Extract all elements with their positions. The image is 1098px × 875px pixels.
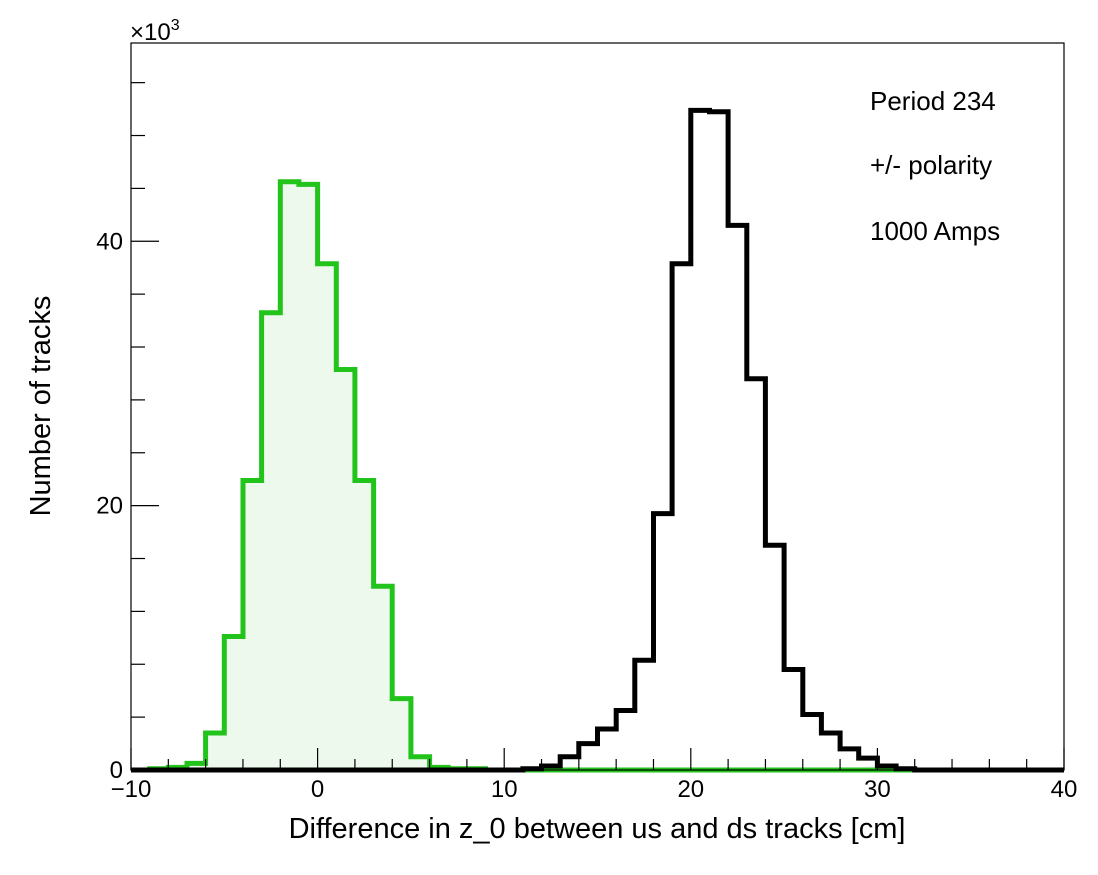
series-layer <box>131 107 1064 773</box>
annotation-current: 1000 Amps <box>870 216 1000 246</box>
annotation-polarity: +/- polarity <box>870 150 992 180</box>
x-tick-label: 30 <box>864 776 891 803</box>
plot-frame <box>130 42 1065 771</box>
x-tick-label: −10 <box>111 776 152 803</box>
y-multiplier-label: ×103 <box>130 17 180 46</box>
x-tick-label: 40 <box>1051 776 1078 803</box>
y-axis-title: Number of tracks <box>25 296 57 517</box>
y-tick-label: 20 <box>96 493 123 520</box>
x-tick-label: 0 <box>311 776 324 803</box>
y-tick-label: 0 <box>110 757 123 784</box>
x-tick-label: 10 <box>491 776 518 803</box>
annotation-period: Period 234 <box>870 86 996 116</box>
x-tick-label: 20 <box>677 776 704 803</box>
y-tick-label: 40 <box>96 228 123 255</box>
x-axis-title: Difference in z_0 between us and ds trac… <box>289 813 906 845</box>
series-0-fill <box>131 181 1064 771</box>
series-1-histogram-line <box>131 107 1064 773</box>
